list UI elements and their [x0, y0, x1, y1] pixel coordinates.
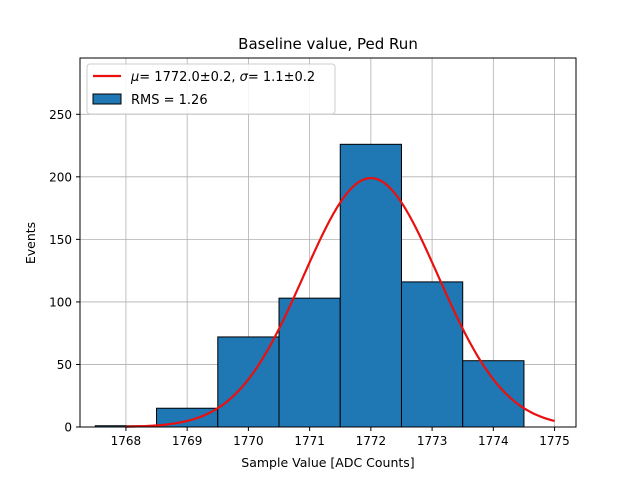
x-axis-ticks: 1768 1769 1770 1771 1772 1773 1774 1775 [111, 427, 570, 448]
legend-sigma-value: = 1.1±0.2 [248, 70, 315, 85]
x-tick-label: 1774 [478, 434, 509, 448]
y-tick-label: 200 [49, 170, 72, 184]
x-tick-label: 1768 [111, 434, 142, 448]
x-tick-label: 1775 [539, 434, 570, 448]
legend: μ= 1772.0±0.2, σ= 1.1±0.2 RMS = 1.26 [86, 63, 336, 115]
histogram-bar [278, 297, 341, 428]
x-tick-label: 1771 [294, 434, 325, 448]
x-tick-label: 1773 [417, 434, 448, 448]
legend-rms-swatch [92, 93, 122, 105]
y-tick-label: 150 [49, 233, 72, 247]
x-tick-label: 1769 [172, 434, 203, 448]
legend-fit-label: μ= 1772.0±0.2, σ= 1.1±0.2 [130, 70, 315, 85]
y-tick-label: 250 [49, 108, 72, 122]
x-axis-label: Sample Value [ADC Counts] [241, 455, 414, 470]
x-tick-label: 1772 [356, 434, 387, 448]
fit-curve [125, 176, 555, 428]
y-tick-label: 50 [57, 358, 72, 372]
y-axis-label: Events [23, 222, 38, 264]
legend-mu-value: = 1772.0±0.2, [139, 70, 239, 85]
plot-frame [79, 57, 577, 428]
histogram-bar [400, 281, 464, 428]
histogram-bar [217, 336, 280, 428]
y-tick-label: 100 [49, 295, 72, 309]
histogram-bar [462, 360, 525, 428]
gaussian-fit [125, 176, 555, 428]
y-tick-label: 0 [64, 421, 72, 435]
x-tick-label: 1770 [233, 434, 264, 448]
legend-sigma-symbol: σ [240, 70, 249, 85]
legend-box [86, 63, 336, 115]
legend-mu-symbol: μ [130, 70, 139, 85]
chart-title: Baseline value, Ped Run [238, 35, 418, 53]
y-axis-ticks: 0 50 100 150 200 250 [49, 108, 80, 435]
legend-rms-label: RMS = 1.26 [131, 93, 208, 108]
histogram-bar [339, 143, 402, 428]
